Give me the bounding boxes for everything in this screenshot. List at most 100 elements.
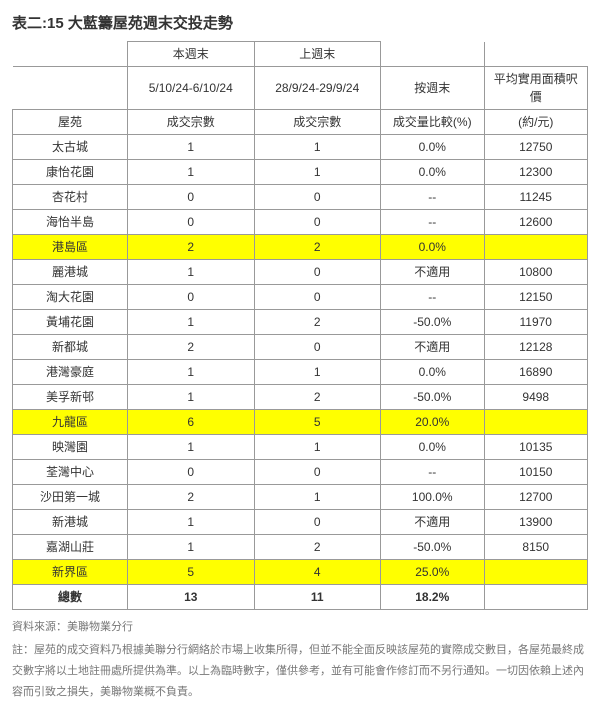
cell-a: 2	[128, 335, 255, 360]
cell-c: 100.0%	[381, 485, 485, 510]
cell-name: 九龍區	[13, 410, 128, 435]
cell-a: 2	[128, 485, 255, 510]
cell-name: 映灣園	[13, 435, 128, 460]
cell-a: 0	[128, 285, 255, 310]
cell-name: 海怡半島	[13, 210, 128, 235]
cell-name: 荃灣中心	[13, 460, 128, 485]
cell-b: 1	[254, 485, 381, 510]
cell-b: 0	[254, 260, 381, 285]
cell-b: 0	[254, 185, 381, 210]
cell-a: 2	[128, 235, 255, 260]
cell-b: 1	[254, 360, 381, 385]
note-text: 註：屋苑的成交資料乃根據美聯分行網絡於市場上收集所得，但並不能全面反映該屋苑的實…	[12, 640, 588, 703]
cell-c: 不適用	[381, 260, 485, 285]
cell-name: 嘉湖山莊	[13, 535, 128, 560]
cell-c: --	[381, 285, 485, 310]
h3c0: 屋苑	[13, 110, 128, 135]
cell-a: 1	[128, 135, 255, 160]
source-text: 資料來源：美聯物業分行	[12, 618, 588, 634]
cell-name: 新都城	[13, 335, 128, 360]
table-row: 美孚新邨12-50.0%9498	[13, 385, 588, 410]
table-row: 九龍區6520.0%	[13, 410, 588, 435]
cell-c: --	[381, 185, 485, 210]
cell-d: 12700	[484, 485, 588, 510]
cell-d: 10800	[484, 260, 588, 285]
h3c3: 成交量比較(%)	[381, 110, 485, 135]
cell-name: 港灣豪庭	[13, 360, 128, 385]
cell-a: 0	[128, 210, 255, 235]
cell-c: 0.0%	[381, 360, 485, 385]
cell-d: 12150	[484, 285, 588, 310]
cell-d: 13900	[484, 510, 588, 535]
cell-a: 6	[128, 410, 255, 435]
table-row: 荃灣中心00--10150	[13, 460, 588, 485]
cell-a: 1	[128, 310, 255, 335]
cell-name: 太古城	[13, 135, 128, 160]
cell-d: 11970	[484, 310, 588, 335]
cell-b: 2	[254, 385, 381, 410]
cell-b: 2	[254, 535, 381, 560]
h1c0	[13, 42, 128, 67]
data-table: 本週末 上週末 5/10/24-6/10/24 28/9/24-29/9/24 …	[12, 41, 588, 610]
h3c4: (約/元)	[484, 110, 588, 135]
cell-b: 0	[254, 335, 381, 360]
cell-d	[484, 410, 588, 435]
cell-c: -50.0%	[381, 310, 485, 335]
cell-a: 1	[128, 360, 255, 385]
cell-a: 0	[128, 460, 255, 485]
table-title: 表二:15 大藍籌屋苑週末交投走勢	[12, 12, 588, 33]
table-row: 海怡半島00--12600	[13, 210, 588, 235]
cell-c: --	[381, 460, 485, 485]
cell-d: 9498	[484, 385, 588, 410]
table-row: 港島區220.0%	[13, 235, 588, 260]
cell-d: 8150	[484, 535, 588, 560]
cell-b: 2	[254, 235, 381, 260]
total-row: 總數131118.2%	[13, 585, 588, 610]
cell-d: 10150	[484, 460, 588, 485]
total-cell-b: 11	[254, 585, 381, 610]
header-row-3: 屋苑 成交宗數 成交宗數 成交量比較(%) (約/元)	[13, 110, 588, 135]
cell-a: 1	[128, 510, 255, 535]
cell-b: 0	[254, 285, 381, 310]
cell-a: 1	[128, 260, 255, 285]
cell-c: 20.0%	[381, 410, 485, 435]
cell-d: 12750	[484, 135, 588, 160]
cell-a: 1	[128, 385, 255, 410]
cell-c: -50.0%	[381, 535, 485, 560]
cell-b: 0	[254, 210, 381, 235]
cell-b: 0	[254, 460, 381, 485]
table-row: 麗港城10不適用10800	[13, 260, 588, 285]
h2c4: 平均實用面積呎價	[484, 67, 588, 110]
table-row: 杏花村00--11245	[13, 185, 588, 210]
h1c4	[484, 42, 588, 67]
total-cell-c: 18.2%	[381, 585, 485, 610]
table-row: 黃埔花園12-50.0%11970	[13, 310, 588, 335]
cell-name: 沙田第一城	[13, 485, 128, 510]
cell-a: 5	[128, 560, 255, 585]
cell-b: 1	[254, 135, 381, 160]
h2c0	[13, 67, 128, 110]
cell-c: 0.0%	[381, 435, 485, 460]
cell-a: 1	[128, 435, 255, 460]
table-row: 康怡花園110.0%12300	[13, 160, 588, 185]
h1c2: 上週末	[254, 42, 381, 67]
cell-name: 杏花村	[13, 185, 128, 210]
cell-name: 港島區	[13, 235, 128, 260]
cell-d: 12600	[484, 210, 588, 235]
cell-c: -50.0%	[381, 385, 485, 410]
cell-b: 1	[254, 435, 381, 460]
cell-name: 美孚新邨	[13, 385, 128, 410]
table-row: 沙田第一城21100.0%12700	[13, 485, 588, 510]
table-row: 太古城110.0%12750	[13, 135, 588, 160]
h2c2: 28/9/24-29/9/24	[254, 67, 381, 110]
cell-d: 16890	[484, 360, 588, 385]
cell-name: 新界區	[13, 560, 128, 585]
cell-c: 0.0%	[381, 235, 485, 260]
cell-a: 1	[128, 160, 255, 185]
h1c3	[381, 42, 485, 67]
cell-name: 新港城	[13, 510, 128, 535]
cell-name: 康怡花園	[13, 160, 128, 185]
header-row-2: 5/10/24-6/10/24 28/9/24-29/9/24 按週末 平均實用…	[13, 67, 588, 110]
cell-name: 黃埔花園	[13, 310, 128, 335]
h3c2: 成交宗數	[254, 110, 381, 135]
